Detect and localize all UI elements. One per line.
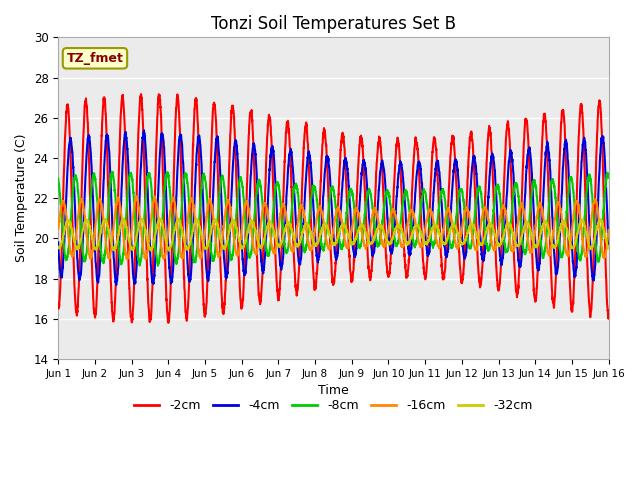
Y-axis label: Soil Temperature (C): Soil Temperature (C) [15,134,28,263]
Legend: -2cm, -4cm, -8cm, -16cm, -32cm: -2cm, -4cm, -8cm, -16cm, -32cm [129,394,538,417]
Title: Tonzi Soil Temperatures Set B: Tonzi Soil Temperatures Set B [211,15,456,33]
X-axis label: Time: Time [318,384,349,397]
Text: TZ_fmet: TZ_fmet [67,52,124,65]
